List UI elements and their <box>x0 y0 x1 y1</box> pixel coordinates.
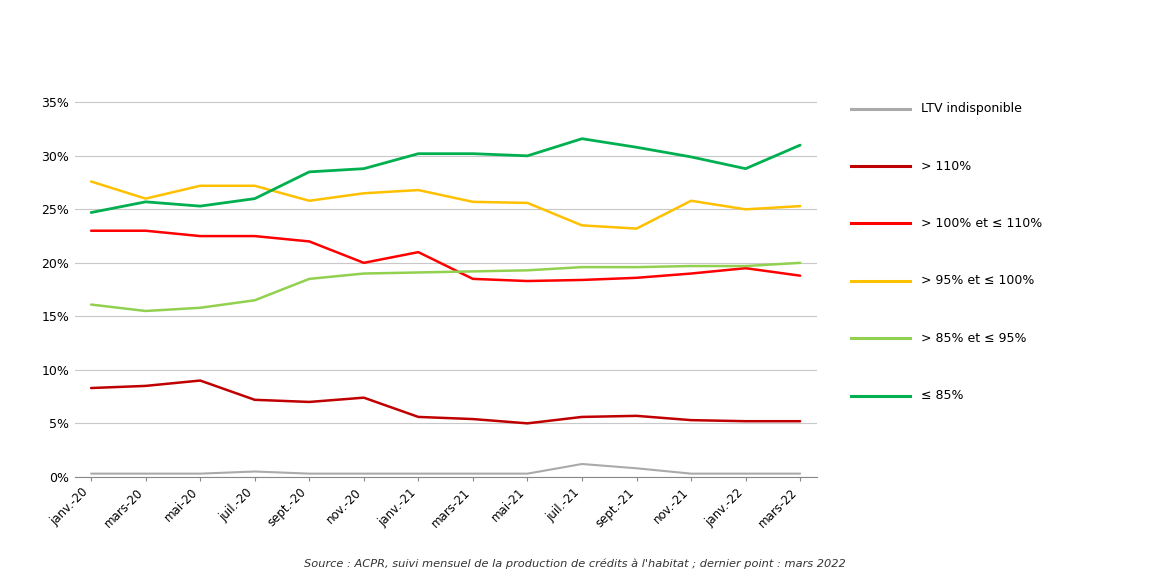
LTV indisponible <box>193 470 207 477</box>
> 110% <box>684 417 698 424</box>
Line: ≤ 85%: ≤ 85% <box>91 139 800 213</box>
> 110% <box>629 412 643 419</box>
LTV indisponible <box>248 468 262 475</box>
LTV indisponible <box>139 470 153 477</box>
> 95% et ≤ 100% <box>356 190 370 197</box>
> 100% et ≤ 110% <box>302 238 316 245</box>
≤ 85% <box>356 165 370 172</box>
> 95% et ≤ 100% <box>248 182 262 189</box>
> 110% <box>356 394 370 401</box>
LTV indisponible <box>84 470 98 477</box>
≤ 85% <box>193 203 207 210</box>
> 95% et ≤ 100% <box>193 182 207 189</box>
> 95% et ≤ 100% <box>684 197 698 204</box>
> 110% <box>84 384 98 391</box>
> 110% <box>248 397 262 403</box>
Line: LTV indisponible: LTV indisponible <box>91 464 800 473</box>
> 85% et ≤ 95% <box>302 275 316 282</box>
LTV indisponible <box>629 465 643 472</box>
> 95% et ≤ 100% <box>793 203 807 210</box>
LTV indisponible <box>521 470 535 477</box>
> 85% et ≤ 95% <box>139 307 153 314</box>
> 100% et ≤ 110% <box>575 276 589 283</box>
> 110% <box>302 398 316 405</box>
Line: > 110%: > 110% <box>91 380 800 423</box>
> 85% et ≤ 95% <box>356 270 370 277</box>
> 95% et ≤ 100% <box>84 178 98 185</box>
> 110% <box>412 413 426 420</box>
≤ 85% <box>575 135 589 142</box>
> 85% et ≤ 95% <box>412 269 426 276</box>
> 100% et ≤ 110% <box>139 227 153 234</box>
> 100% et ≤ 110% <box>738 265 752 272</box>
> 85% et ≤ 95% <box>248 297 262 304</box>
> 85% et ≤ 95% <box>793 260 807 266</box>
≤ 85% <box>302 168 316 175</box>
> 100% et ≤ 110% <box>193 232 207 239</box>
Text: > 100% et ≤ 110%: > 100% et ≤ 110% <box>921 217 1043 230</box>
≤ 85% <box>139 198 153 205</box>
LTV indisponible <box>466 470 480 477</box>
> 95% et ≤ 100% <box>466 198 480 205</box>
> 85% et ≤ 95% <box>629 264 643 271</box>
> 85% et ≤ 95% <box>575 264 589 271</box>
> 95% et ≤ 100% <box>302 197 316 204</box>
Text: > 95% et ≤ 100%: > 95% et ≤ 100% <box>921 275 1035 287</box>
≤ 85% <box>738 165 752 172</box>
Line: > 85% et ≤ 95%: > 85% et ≤ 95% <box>91 263 800 311</box>
Text: Source : ACPR, suivi mensuel de la production de crédits à l'habitat ; dernier p: Source : ACPR, suivi mensuel de la produ… <box>304 559 846 569</box>
LTV indisponible <box>793 470 807 477</box>
LTV indisponible <box>738 470 752 477</box>
> 110% <box>575 413 589 420</box>
> 100% et ≤ 110% <box>521 277 535 284</box>
> 95% et ≤ 100% <box>412 187 426 194</box>
> 95% et ≤ 100% <box>629 225 643 232</box>
> 95% et ≤ 100% <box>521 199 535 206</box>
LTV indisponible <box>302 470 316 477</box>
Line: > 95% et ≤ 100%: > 95% et ≤ 100% <box>91 181 800 228</box>
> 100% et ≤ 110% <box>356 260 370 266</box>
> 100% et ≤ 110% <box>793 272 807 279</box>
Text: Graphique 37   Structure de la production (hors rachats, renégociations et regro: Graphique 37 Structure de la production … <box>15 20 880 36</box>
> 85% et ≤ 95% <box>521 267 535 274</box>
LTV indisponible <box>575 461 589 468</box>
> 85% et ≤ 95% <box>84 301 98 308</box>
≤ 85% <box>629 144 643 151</box>
Text: tranche de LTV: tranche de LTV <box>15 61 150 76</box>
> 100% et ≤ 110% <box>684 270 698 277</box>
Text: LTV indisponible: LTV indisponible <box>921 102 1022 115</box>
> 110% <box>521 420 535 427</box>
LTV indisponible <box>356 470 370 477</box>
> 110% <box>466 416 480 423</box>
> 110% <box>738 418 752 425</box>
LTV indisponible <box>412 470 426 477</box>
> 100% et ≤ 110% <box>412 249 426 255</box>
Line: > 100% et ≤ 110%: > 100% et ≤ 110% <box>91 231 800 281</box>
> 95% et ≤ 100% <box>738 206 752 213</box>
LTV indisponible <box>684 470 698 477</box>
> 100% et ≤ 110% <box>84 227 98 234</box>
Text: ≤ 85%: ≤ 85% <box>921 389 964 402</box>
> 95% et ≤ 100% <box>139 195 153 202</box>
Text: > 85% et ≤ 95%: > 85% et ≤ 95% <box>921 332 1027 344</box>
> 100% et ≤ 110% <box>466 275 480 282</box>
≤ 85% <box>248 195 262 202</box>
> 110% <box>193 377 207 384</box>
≤ 85% <box>521 153 535 160</box>
> 100% et ≤ 110% <box>629 275 643 281</box>
> 110% <box>139 383 153 390</box>
> 85% et ≤ 95% <box>684 262 698 269</box>
≤ 85% <box>466 150 480 157</box>
> 85% et ≤ 95% <box>193 304 207 311</box>
≤ 85% <box>793 142 807 149</box>
≤ 85% <box>684 153 698 160</box>
Text: > 110%: > 110% <box>921 160 972 173</box>
> 110% <box>793 418 807 425</box>
≤ 85% <box>84 209 98 216</box>
> 85% et ≤ 95% <box>738 262 752 269</box>
≤ 85% <box>412 150 426 157</box>
> 95% et ≤ 100% <box>575 222 589 229</box>
> 85% et ≤ 95% <box>466 268 480 275</box>
> 100% et ≤ 110% <box>248 232 262 239</box>
